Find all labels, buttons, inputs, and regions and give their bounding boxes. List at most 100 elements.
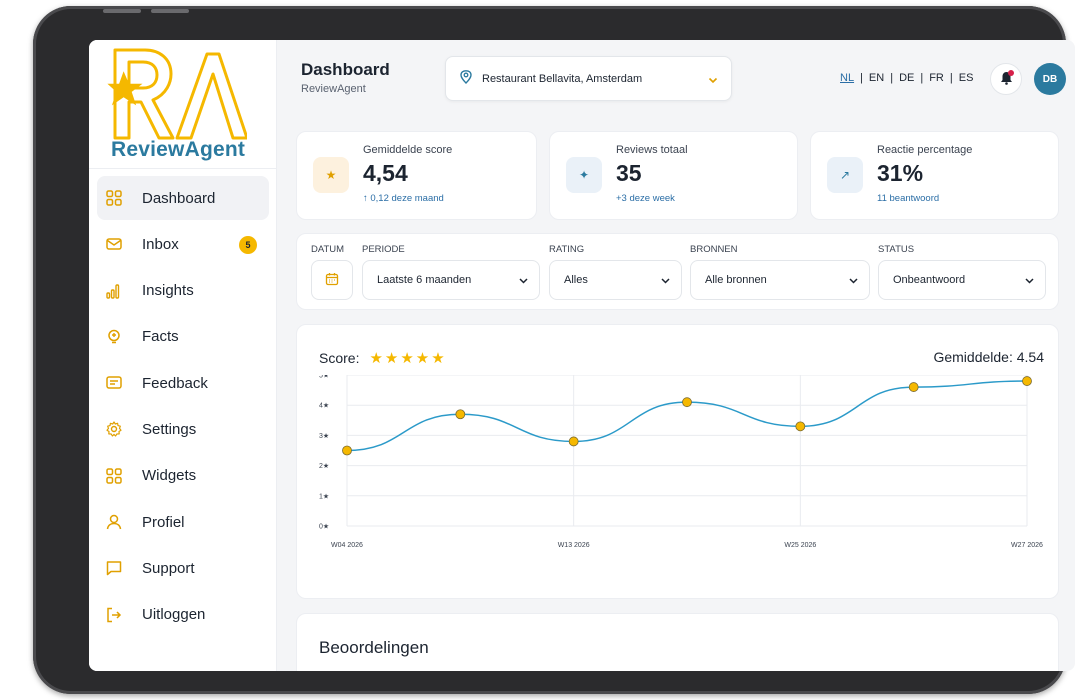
bronnen-value: Alle bronnen <box>705 274 767 286</box>
sidebar-item-settings[interactable]: Settings <box>97 407 269 451</box>
gear-icon <box>105 420 123 438</box>
page-subtitle: ReviewAgent <box>301 83 366 95</box>
sidebar-item-support[interactable]: Support <box>97 546 269 590</box>
x-tick-label: W27 2026 <box>1011 542 1043 549</box>
sidebar-item-uitloggen[interactable]: Uitloggen <box>97 593 269 637</box>
message-icon <box>105 374 123 392</box>
chart-title-label: Score: <box>319 350 360 366</box>
y-tick-label: 3★ <box>319 432 329 440</box>
sidebar-item-facts[interactable]: Facts <box>97 315 269 359</box>
tablet-frame: ReviewAgent Dashboard Inbox 5 <box>33 6 1075 694</box>
lang-es[interactable]: ES <box>958 72 974 84</box>
tablet-button <box>151 9 189 13</box>
stat-card-average-score: ★ Gemiddelde score 4,54 ↑ 0,12 deze maan… <box>296 131 537 220</box>
reviewagent-logo <box>107 48 247 140</box>
data-point <box>1022 376 1032 386</box>
status-select[interactable]: Onbeantwoord <box>878 260 1046 300</box>
grid-icon <box>105 189 123 207</box>
calendar-icon <box>325 271 339 290</box>
chevron-down-icon <box>848 275 859 289</box>
data-point <box>568 436 579 447</box>
sidebar-item-label: Insights <box>142 282 194 300</box>
language-switcher: NL | EN | DE | FR | ES <box>840 72 973 84</box>
filter-label-bronnen: BRONNEN <box>690 244 738 255</box>
divider <box>89 168 277 169</box>
sidebar-item-label: Profiel <box>142 513 185 531</box>
location-pin-icon <box>460 69 472 88</box>
stat-label: Reactie percentage <box>877 144 973 156</box>
reviews-title: Beoordelingen <box>319 638 429 657</box>
logout-icon <box>105 606 123 624</box>
periode-select[interactable]: Laatste 6 maanden <box>362 260 540 300</box>
sidebar-item-label: Uitloggen <box>142 606 206 624</box>
reviews-card: Beoordelingen <box>296 613 1059 671</box>
stat-delta: +3 deze week <box>616 193 675 204</box>
lightbulb-icon <box>105 328 123 346</box>
date-picker-button[interactable] <box>311 260 353 300</box>
data-point <box>342 445 352 456</box>
sidebar-item-label: Dashboard <box>142 189 216 207</box>
sidebar: ReviewAgent Dashboard Inbox 5 <box>89 40 277 671</box>
stat-card-response-rate: ↗ Reactie percentage 31% 11 beantwoord <box>810 131 1059 220</box>
chart-title: Score: ★★★★★ <box>319 349 447 367</box>
lang-separator: | <box>890 72 894 84</box>
sidebar-item-dashboard[interactable]: Dashboard <box>97 176 269 220</box>
chevron-down-icon <box>518 275 529 289</box>
rating-select[interactable]: Alles <box>549 260 682 300</box>
rating-stars: ★★★★★ <box>369 350 447 367</box>
y-tick-label: 2★ <box>319 462 329 470</box>
lang-nl[interactable]: NL <box>840 72 855 84</box>
bar-chart-icon <box>105 282 123 300</box>
chevron-down-icon <box>660 275 671 289</box>
lang-fr[interactable]: FR <box>929 72 944 84</box>
score-chart-card: Score: ★★★★★ Gemiddelde: 4.54 0★ 1★ 2★ 3★ 4★… <box>296 324 1059 599</box>
sidebar-item-feedback[interactable]: Feedback <box>97 361 269 405</box>
sidebar-item-inbox[interactable]: Inbox 5 <box>97 222 269 266</box>
sidebar-item-widgets[interactable]: Widgets <box>97 454 269 498</box>
stat-value: 35 <box>616 160 642 186</box>
status-value: Onbeantwoord <box>893 274 966 286</box>
sparkle-icon: ✦ <box>566 157 602 193</box>
stat-label: Gemiddelde score <box>363 144 453 156</box>
bronnen-select[interactable]: Alle bronnen <box>690 260 870 300</box>
data-point <box>908 382 919 392</box>
avatar[interactable]: DB <box>1034 63 1066 95</box>
tablet-button <box>103 9 141 13</box>
series-line <box>346 380 1028 452</box>
periode-value: Laatste 6 maanden <box>377 274 472 286</box>
sidebar-nav: Dashboard Inbox 5 Insights <box>89 176 277 639</box>
lang-separator: | <box>860 72 863 84</box>
notifications-button[interactable] <box>990 63 1022 95</box>
sidebar-item-profiel[interactable]: Profiel <box>97 500 269 544</box>
filter-label-status: STATUS <box>878 244 915 255</box>
sidebar-item-label: Settings <box>142 420 197 438</box>
data-point <box>455 409 466 420</box>
sidebar-item-insights[interactable]: Insights <box>97 269 269 313</box>
location-select[interactable]: Restaurant Bellavita, Amsterdam <box>445 56 732 101</box>
grid-icon <box>105 467 123 485</box>
sidebar-item-label: Inbox <box>142 235 179 253</box>
stat-delta: ↑ 0,12 deze maand <box>363 193 444 204</box>
y-tick-label: 1★ <box>319 492 329 500</box>
trend-up-icon: ↗ <box>827 157 863 193</box>
y-tick-label: 0★ <box>319 523 329 531</box>
stat-value: 31% <box>877 160 924 186</box>
filter-label-rating: RATING <box>549 244 585 255</box>
chat-icon <box>105 559 123 577</box>
chart-average: Gemiddelde: 4.54 <box>933 349 1044 365</box>
mail-icon <box>105 235 123 253</box>
rating-value: Alles <box>564 274 588 286</box>
sidebar-item-label: Feedback <box>142 374 208 392</box>
stat-value: 4,54 <box>363 160 408 186</box>
lang-de[interactable]: DE <box>899 72 915 84</box>
lang-separator: | <box>920 72 924 84</box>
data-point <box>795 421 806 432</box>
lang-en[interactable]: EN <box>868 72 885 84</box>
x-tick-label: W25 2026 <box>784 542 816 549</box>
star-icon: ★ <box>313 157 349 193</box>
screen: ReviewAgent Dashboard Inbox 5 <box>89 40 1075 671</box>
stat-label: Reviews totaal <box>616 144 688 156</box>
sidebar-item-label: Facts <box>142 328 179 346</box>
sidebar-item-label: Widgets <box>142 467 197 485</box>
filter-label-datum: DATUM <box>311 244 345 255</box>
